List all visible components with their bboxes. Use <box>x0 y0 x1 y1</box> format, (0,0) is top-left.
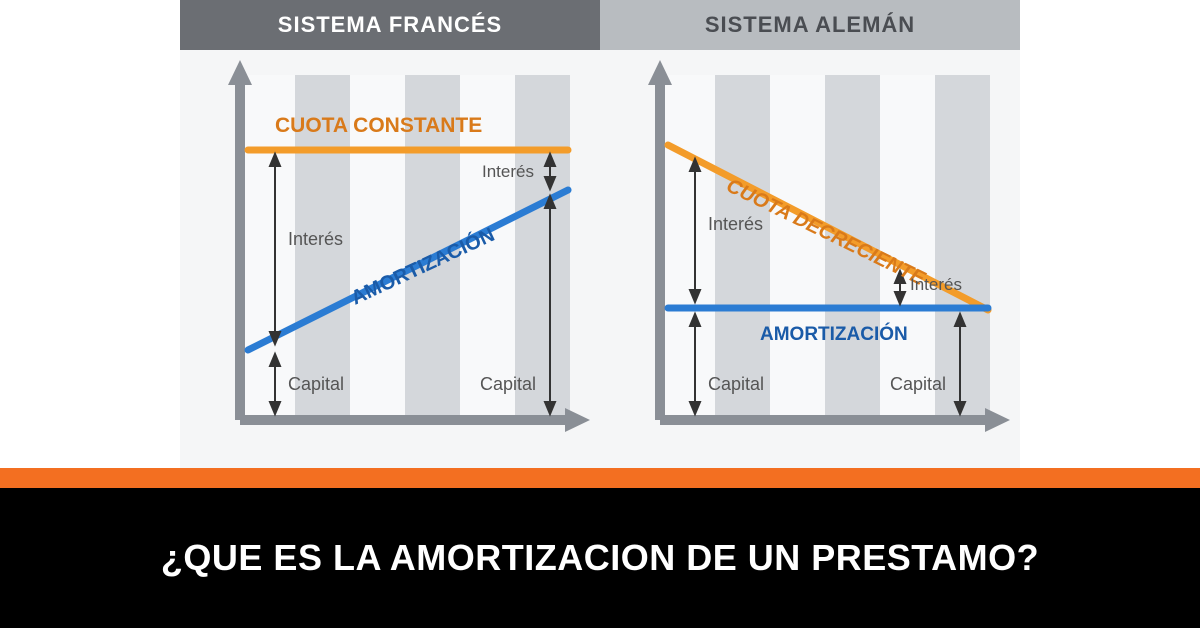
capital-left-label: Capital <box>288 374 344 394</box>
header-german: SISTEMA ALEMÁN <box>600 0 1020 50</box>
amort-label: AMORTIZACIÓN <box>760 323 908 345</box>
y-axis-arrow-icon <box>648 60 672 85</box>
header-french: SISTEMA FRANCÉS <box>180 0 600 50</box>
interes-left-label: Interés <box>288 229 343 249</box>
x-axis-arrow-icon <box>985 408 1010 432</box>
chart-french: SISTEMA FRANCÉS <box>180 0 600 468</box>
y-axis-arrow-icon <box>228 60 252 85</box>
chart-german: SISTEMA ALEMÁN <box>600 0 1020 468</box>
capital-right-label: Capital <box>480 374 536 394</box>
chart-area-french: CUOTA CONSTANTE AMORTIZACIÓN Interés Int… <box>180 50 600 468</box>
charts-wrapper: SISTEMA FRANCÉS <box>180 0 1020 468</box>
french-svg: CUOTA CONSTANTE AMORTIZACIÓN Interés Int… <box>180 50 600 468</box>
interes-right-label: Interés <box>910 275 962 294</box>
german-svg: CUOTA DECRECIENTE AMORTIZACIÓN Interés I… <box>600 50 1020 468</box>
stripes <box>660 75 990 420</box>
bottom-section: ¿QUE ES LA AMORTIZACION DE UN PRESTAMO? <box>0 488 1200 628</box>
bottom-title: ¿QUE ES LA AMORTIZACION DE UN PRESTAMO? <box>161 537 1039 579</box>
chart-area-german: CUOTA DECRECIENTE AMORTIZACIÓN Interés I… <box>600 50 1020 468</box>
accent-bar <box>0 468 1200 488</box>
capital-right-label: Capital <box>890 374 946 394</box>
cuota-label: CUOTA CONSTANTE <box>275 114 482 137</box>
x-axis-arrow-icon <box>565 408 590 432</box>
top-section: SISTEMA FRANCÉS <box>0 0 1200 468</box>
interes-left-label: Interés <box>708 214 763 234</box>
interes-right-label: Interés <box>482 162 534 181</box>
capital-left-label: Capital <box>708 374 764 394</box>
